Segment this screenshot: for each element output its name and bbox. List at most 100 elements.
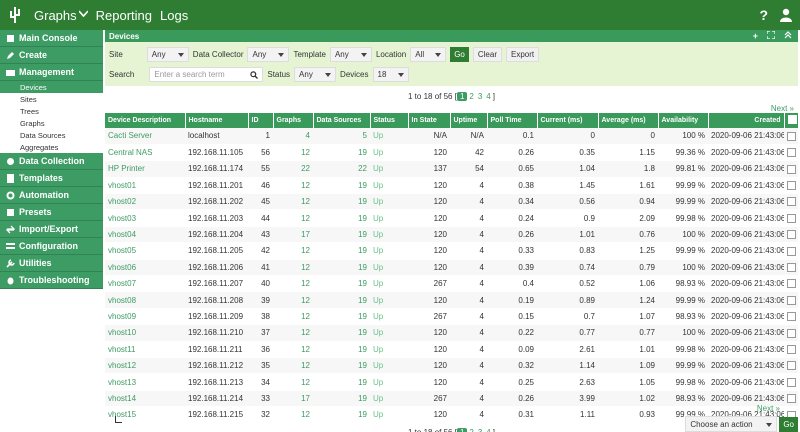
sidebar-sub-graphs[interactable]: Graphs bbox=[20, 118, 45, 128]
col-uptime[interactable]: Uptime bbox=[450, 113, 488, 128]
table-row[interactable]: vhost08 192.168.11.208 39 12 19 Up 120 4 0.19 0.8… bbox=[105, 291, 798, 309]
row-checkbox[interactable] bbox=[784, 242, 798, 260]
page-2[interactable]: 2 bbox=[469, 91, 474, 101]
go-button[interactable]: Go bbox=[450, 46, 469, 62]
export-button[interactable]: Export bbox=[506, 46, 540, 62]
device-description-link[interactable]: vhost08 bbox=[105, 291, 185, 309]
sidebar-item-create[interactable]: Create bbox=[0, 47, 103, 64]
sidebar-item-configuration[interactable]: Configuration bbox=[0, 238, 103, 255]
col-graphs[interactable]: Graphs bbox=[273, 113, 314, 128]
site-select[interactable]: Any bbox=[146, 46, 189, 62]
page-1[interactable]: 1 bbox=[456, 428, 468, 432]
device-description-link[interactable]: Cacti Server bbox=[105, 128, 185, 145]
page-3[interactable]: 3 bbox=[477, 91, 483, 101]
page-4[interactable]: 4 bbox=[486, 91, 491, 101]
sidebar-sub-trees[interactable]: Trees bbox=[20, 106, 39, 116]
template-select[interactable]: Any bbox=[329, 46, 372, 62]
device-description-link[interactable]: vhost09 bbox=[105, 308, 185, 326]
device-description-link[interactable]: vhost04 bbox=[105, 226, 185, 244]
col-data-sources[interactable]: Data Sources bbox=[313, 113, 371, 128]
table-row[interactable]: vhost03 192.168.11.203 44 12 19 Up 120 4 0.24 0.9… bbox=[105, 209, 798, 227]
row-checkbox[interactable] bbox=[784, 128, 798, 145]
col-poll-time[interactable]: Poll Time bbox=[487, 113, 538, 128]
action-select[interactable]: Choose an action bbox=[685, 416, 778, 432]
sidebar-item-import-export[interactable]: Import/Export bbox=[0, 221, 103, 238]
device-description-link[interactable]: vhost06 bbox=[105, 259, 185, 277]
resize-corner-icon[interactable] bbox=[115, 416, 122, 423]
select-all-checkbox[interactable] bbox=[784, 113, 799, 128]
nav-reporting[interactable]: Reporting bbox=[95, 7, 153, 23]
col-created[interactable]: Created bbox=[708, 113, 785, 128]
row-checkbox[interactable] bbox=[784, 193, 798, 211]
cacti-logo-icon[interactable] bbox=[0, 0, 30, 30]
sidebar-item-automation[interactable]: Automation bbox=[0, 187, 103, 204]
row-checkbox[interactable] bbox=[784, 259, 798, 277]
device-description-link[interactable]: vhost12 bbox=[105, 357, 185, 375]
collapse-icon[interactable] bbox=[784, 31, 792, 41]
row-checkbox[interactable] bbox=[784, 373, 798, 391]
table-row[interactable]: vhost11 192.168.11.211 36 12 19 Up 120 4 0.09 2.6… bbox=[105, 341, 798, 358]
col-id[interactable]: ID bbox=[248, 113, 274, 128]
table-row[interactable]: vhost10 192.168.11.210 37 12 19 Up 120 4 0.22 0.7… bbox=[105, 324, 798, 342]
sidebar-sub-data-sources[interactable]: Data Sources bbox=[20, 130, 66, 140]
table-row[interactable]: vhost05 192.168.11.205 42 12 19 Up 120 4 0.33 0.8… bbox=[105, 242, 798, 260]
page-3[interactable]: 3 bbox=[476, 428, 484, 432]
devices-per-page-select[interactable]: 18 bbox=[372, 66, 409, 82]
table-row[interactable]: HP Printer 192.168.11.174 55 22 22 Up 137 54 0.6… bbox=[105, 160, 798, 178]
sidebar-sub-aggregates[interactable]: Aggregates bbox=[20, 142, 59, 152]
device-description-link[interactable]: vhost07 bbox=[105, 275, 185, 293]
sidebar-item-data-collection[interactable]: Data Collection bbox=[0, 153, 103, 170]
search-input[interactable]: Enter a search term bbox=[149, 66, 264, 82]
row-checkbox[interactable] bbox=[784, 177, 798, 195]
device-description-link[interactable]: vhost05 bbox=[105, 242, 185, 260]
table-row[interactable]: vhost06 192.168.11.206 41 12 19 Up 120 4 0.39 0.7… bbox=[105, 259, 798, 277]
table-row[interactable]: Central NAS 192.168.11.105 56 12 19 Up 120 42 0.… bbox=[105, 144, 798, 162]
col-in-state[interactable]: In State bbox=[408, 113, 451, 128]
sidebar-item-management[interactable]: Management bbox=[0, 64, 103, 81]
row-checkbox[interactable] bbox=[784, 308, 798, 326]
sidebar-item-presets[interactable]: Presets bbox=[0, 204, 103, 221]
device-description-link[interactable]: vhost14 bbox=[105, 390, 185, 408]
sidebar-sub-sites[interactable]: Sites bbox=[20, 94, 37, 104]
next-link[interactable]: Next » bbox=[770, 103, 794, 113]
device-description-link[interactable]: vhost01 bbox=[105, 177, 185, 195]
device-description-link[interactable]: vhost02 bbox=[105, 193, 185, 211]
row-checkbox[interactable] bbox=[784, 144, 798, 162]
table-row[interactable]: vhost07 192.168.11.207 40 12 19 Up 267 4 0.4 0.52… bbox=[105, 275, 798, 293]
device-description-link[interactable]: vhost13 bbox=[105, 373, 185, 391]
add-device-icon[interactable]: + bbox=[752, 31, 758, 41]
col-hostname[interactable]: Hostname bbox=[185, 113, 249, 128]
row-checkbox[interactable] bbox=[784, 275, 798, 293]
col-availability[interactable]: Availability bbox=[658, 113, 709, 128]
table-row[interactable]: vhost15 192.168.11.215 32 12 19 Up 120 4 0.31 1.1… bbox=[105, 406, 798, 424]
nav-logs[interactable]: Logs bbox=[160, 7, 189, 23]
device-description-link[interactable]: vhost03 bbox=[105, 209, 185, 227]
page-2[interactable]: 2 bbox=[467, 428, 475, 432]
table-row[interactable]: vhost13 192.168.11.213 34 12 19 Up 120 4 0.25 2.6… bbox=[105, 373, 798, 391]
row-checkbox[interactable] bbox=[784, 209, 798, 227]
page-1[interactable]: 1 bbox=[456, 91, 468, 101]
sidebar-item-templates[interactable]: Templates bbox=[0, 170, 103, 187]
sidebar-item-main-console[interactable]: Main Console bbox=[0, 30, 103, 47]
page-4[interactable]: 4 bbox=[484, 428, 492, 432]
next-link-bottom[interactable]: Next » bbox=[756, 404, 780, 413]
status-select[interactable]: Any bbox=[294, 66, 337, 82]
col-status[interactable]: Status bbox=[370, 113, 409, 128]
table-row[interactable]: vhost04 192.168.11.204 43 17 19 Up 120 4 0.26 1.0… bbox=[105, 226, 798, 244]
device-description-link[interactable]: vhost15 bbox=[105, 406, 185, 424]
action-go-button[interactable]: Go bbox=[779, 416, 798, 432]
row-checkbox[interactable] bbox=[784, 324, 798, 342]
nav-graphs[interactable]: Graphs bbox=[34, 7, 77, 23]
row-checkbox[interactable] bbox=[784, 226, 798, 244]
table-row[interactable]: vhost02 192.168.11.202 45 12 19 Up 120 4 0.34 0.5… bbox=[105, 193, 798, 211]
device-description-link[interactable]: HP Printer bbox=[105, 160, 185, 178]
sidebar-sub-devices[interactable]: Devices bbox=[0, 81, 103, 93]
graphs-dropdown-icon[interactable] bbox=[78, 9, 89, 21]
device-description-link[interactable]: vhost10 bbox=[105, 324, 185, 342]
sidebar-item-utilities[interactable]: Utilities bbox=[0, 255, 103, 272]
table-row[interactable]: Cacti Server localhost 1 4 5 Up N/A N/A 0.1 0 0 100… bbox=[105, 128, 798, 145]
data-collector-select[interactable]: Any bbox=[247, 46, 290, 62]
row-checkbox[interactable] bbox=[784, 341, 798, 358]
clear-button[interactable]: Clear bbox=[472, 46, 502, 62]
col-description[interactable]: Device Description bbox=[105, 113, 186, 128]
